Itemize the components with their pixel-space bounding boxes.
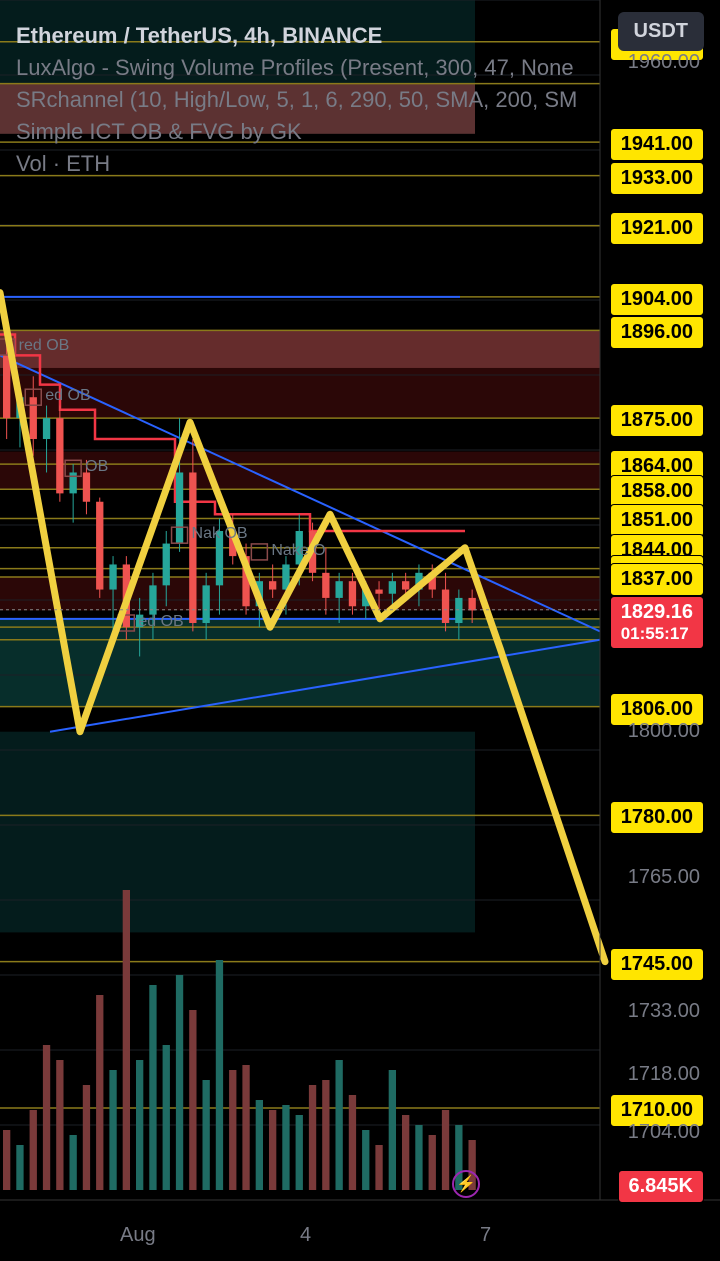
time-axis-label: 4 (300, 1224, 311, 1247)
price-level-label: 1875.00 (610, 404, 704, 437)
currency-button[interactable]: USDT (618, 12, 704, 51)
price-level-label: 1904.00 (610, 283, 704, 316)
ob-marker-label: ed OB (138, 613, 183, 631)
current-price-label: 1829.1601:55:17 (610, 596, 704, 649)
indicator-line[interactable]: LuxAlgo - Swing Volume Profiles (Present… (16, 52, 577, 84)
chart-container[interactable]: Ethereum / TetherUS, 4h, BINANCE LuxAlgo… (0, 0, 720, 1261)
price-level-label: 1921.00 (610, 212, 704, 245)
price-level-label: 1745.00 (610, 948, 704, 981)
ob-marker-label: Nak OB (192, 525, 248, 543)
axis-price-label: 1718.00 (628, 1063, 700, 1086)
ob-marker-label: ed OB (45, 387, 90, 405)
price-level-label: 1933.00 (610, 162, 704, 195)
indicator-line[interactable]: Vol · ETH (16, 148, 577, 180)
symbol-title[interactable]: Ethereum / TetherUS, 4h, BINANCE (16, 20, 577, 52)
axis-price-label: 1800.00 (628, 720, 700, 743)
volume-label: 6.845K (618, 1170, 705, 1203)
ob-marker-label: Nake O (271, 542, 325, 560)
price-level-label: 1896.00 (610, 316, 704, 349)
chart-legend: Ethereum / TetherUS, 4h, BINANCE LuxAlgo… (16, 20, 577, 180)
price-level-label: 1858.00 (610, 475, 704, 508)
price-level-label: 1851.00 (610, 504, 704, 537)
lightning-icon[interactable]: ⚡ (452, 1170, 480, 1198)
time-axis-label: 7 (480, 1224, 491, 1247)
axis-price-label: 1960.00 (628, 51, 700, 74)
axis-price-label: 1733.00 (628, 1000, 700, 1023)
price-level-label: 1941.00 (610, 128, 704, 161)
price-level-label: 1837.00 (610, 563, 704, 596)
time-axis-label: Aug (120, 1224, 156, 1247)
indicator-line[interactable]: SRchannel (10, High/Low, 5, 1, 6, 290, 5… (16, 84, 577, 116)
axis-price-label: 1704.00 (628, 1121, 700, 1144)
axis-price-label: 1765.00 (628, 866, 700, 889)
ob-marker-label: red OB (19, 337, 70, 355)
ob-marker-label: OB (85, 458, 108, 476)
indicator-line[interactable]: Simple ICT OB & FVG by GK (16, 116, 577, 148)
price-level-label: 1780.00 (610, 801, 704, 834)
